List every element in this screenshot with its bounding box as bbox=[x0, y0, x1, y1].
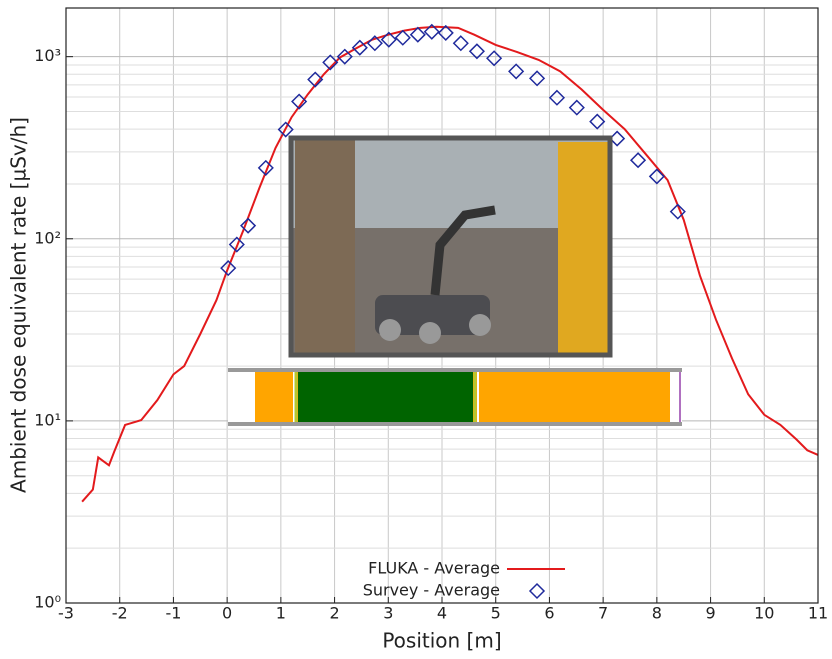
scatter-point bbox=[568, 99, 585, 116]
scatter-point bbox=[277, 121, 294, 138]
scatter-point bbox=[228, 236, 245, 253]
photo-frame bbox=[288, 135, 613, 358]
x-tick-label: -3 bbox=[58, 604, 74, 623]
x-tick-label: 5 bbox=[491, 604, 501, 623]
scatter-point bbox=[423, 23, 440, 40]
y-tick-label: 10⁰ bbox=[34, 593, 61, 612]
scatter-point bbox=[240, 217, 257, 234]
legend: FLUKA - Average Survey - Average bbox=[363, 559, 565, 600]
schematic bbox=[228, 368, 682, 426]
x-tick-label: 11 bbox=[808, 604, 828, 623]
axes-frame bbox=[65, 7, 819, 604]
scatter-point bbox=[486, 50, 503, 67]
x-tick-label: -2 bbox=[112, 604, 128, 623]
x-tick-label: 0 bbox=[222, 604, 232, 623]
scatter-point bbox=[452, 35, 469, 52]
x-tick-label: 7 bbox=[598, 604, 608, 623]
x-tick-label: 8 bbox=[652, 604, 662, 623]
inset-photo bbox=[288, 135, 613, 358]
x-tick-label: 3 bbox=[383, 604, 393, 623]
y-tick-label: 10² bbox=[34, 228, 61, 247]
schematic-green bbox=[298, 372, 473, 422]
photo-wheel bbox=[469, 314, 491, 336]
scatter-point bbox=[437, 24, 454, 41]
scatter-point bbox=[648, 168, 665, 185]
scatter-point bbox=[220, 260, 237, 277]
scatter-point bbox=[669, 203, 686, 220]
photo-robot-arm bbox=[430, 205, 496, 296]
scatter-point bbox=[307, 71, 324, 88]
scatter-point bbox=[468, 43, 485, 60]
scatter-point bbox=[394, 29, 411, 46]
photo-wheel bbox=[379, 319, 401, 341]
scatter-point bbox=[589, 113, 606, 130]
photo-robot bbox=[375, 295, 490, 335]
legend-label: Survey - Average bbox=[363, 581, 500, 600]
legend-swatch bbox=[528, 582, 546, 600]
x-tick-label: 1 bbox=[276, 604, 286, 623]
scatter-point bbox=[529, 70, 546, 87]
x-tick-label: -1 bbox=[165, 604, 181, 623]
legend-label: FLUKA - Average bbox=[368, 559, 500, 578]
scatter-point bbox=[322, 54, 339, 71]
y-tick-label: 10¹ bbox=[34, 410, 61, 429]
scatter-point bbox=[257, 159, 274, 176]
y-axis-label: Ambient dose equivalent rate [µSv/h] bbox=[7, 117, 31, 493]
x-tick-label: 9 bbox=[705, 604, 715, 623]
scatter-point bbox=[548, 89, 566, 106]
scatter-point bbox=[380, 31, 397, 48]
photo-pillar bbox=[295, 140, 355, 353]
scatter-point bbox=[336, 48, 353, 65]
x-axis-label: Position [m] bbox=[382, 629, 501, 653]
scatter-point bbox=[629, 152, 647, 169]
photo-door bbox=[558, 142, 608, 353]
photo-wheel bbox=[419, 322, 441, 344]
x-tick-label: 6 bbox=[544, 604, 554, 623]
line-series bbox=[81, 25, 819, 503]
scatter-point bbox=[291, 93, 308, 110]
y-tick-label: 10³ bbox=[34, 46, 61, 65]
x-tick-label: 4 bbox=[437, 604, 447, 623]
scatter-point bbox=[366, 35, 383, 52]
scatter-point bbox=[508, 63, 525, 80]
x-tick-label: 10 bbox=[754, 604, 774, 623]
scatter-point bbox=[409, 26, 426, 43]
x-tick-label: 2 bbox=[329, 604, 339, 623]
marks bbox=[81, 23, 819, 503]
scatter-point bbox=[351, 39, 368, 56]
